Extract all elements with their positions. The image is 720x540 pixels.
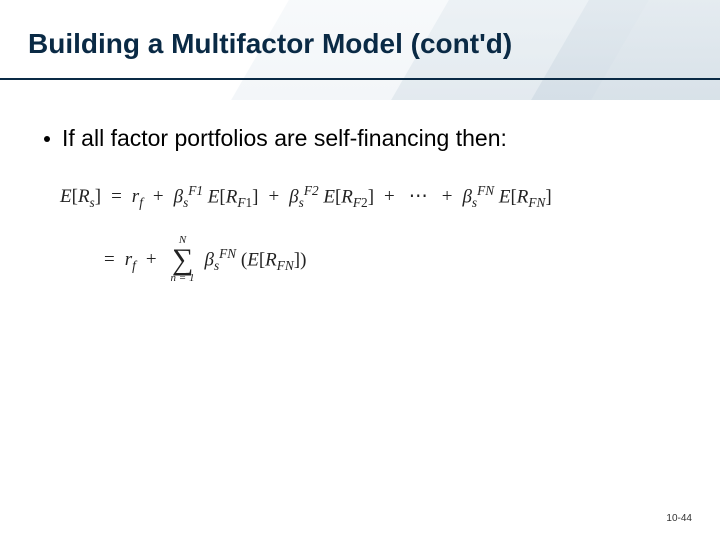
title-underline: [0, 78, 720, 80]
plus-sign: +: [149, 179, 168, 215]
factor-term: βsF1 E[RF1]: [174, 178, 259, 215]
plus-sign: +: [438, 179, 457, 215]
page-number: 10-44: [666, 513, 692, 524]
summation-icon: N ∑ n = 1: [171, 235, 195, 284]
slide: Building a Multifactor Model (cont'd) If…: [0, 0, 720, 540]
factor-term: βsFN E[RFN]: [462, 178, 551, 215]
factor-term: βsF2 E[RF2]: [289, 178, 374, 215]
formula-line-2: = rf + N ∑ n = 1 βsFN (E[RFN]): [100, 235, 680, 284]
body-region: If all factor portfolios are self-financ…: [44, 124, 684, 154]
slide-title: Building a Multifactor Model (cont'd): [28, 28, 512, 60]
equals-sign: =: [107, 179, 126, 215]
beta-superscript: FN: [477, 183, 494, 198]
sum-lower-limit: n = 1: [171, 273, 195, 284]
header-band: [508, 0, 720, 100]
equals-sign: =: [100, 242, 119, 278]
plus-sign: +: [380, 179, 399, 215]
expected-return-lhs: E[Rs]: [60, 179, 101, 215]
plus-sign: +: [142, 242, 161, 278]
sum-term: βsFN (E[RFN]): [204, 241, 306, 278]
beta-superscript: F1: [188, 183, 203, 198]
ellipsis: ⋯: [405, 179, 432, 215]
formula-block: E[Rs] = rf + βsF1 E[RF1] + βsF2 E[RF2] +…: [60, 178, 680, 284]
bullet-item: If all factor portfolios are self-financ…: [44, 124, 684, 154]
formula-line-1: E[Rs] = rf + βsF1 E[RF1] + βsF2 E[RF2] +…: [60, 178, 680, 215]
beta-superscript: FN: [219, 246, 236, 261]
plus-sign: +: [264, 179, 283, 215]
risk-free-rate: rf: [125, 242, 136, 278]
bullet-dot-icon: [44, 136, 50, 142]
beta-superscript: F2: [304, 183, 319, 198]
risk-free-rate: rf: [132, 179, 143, 215]
bullet-text: If all factor portfolios are self-financ…: [62, 124, 507, 154]
